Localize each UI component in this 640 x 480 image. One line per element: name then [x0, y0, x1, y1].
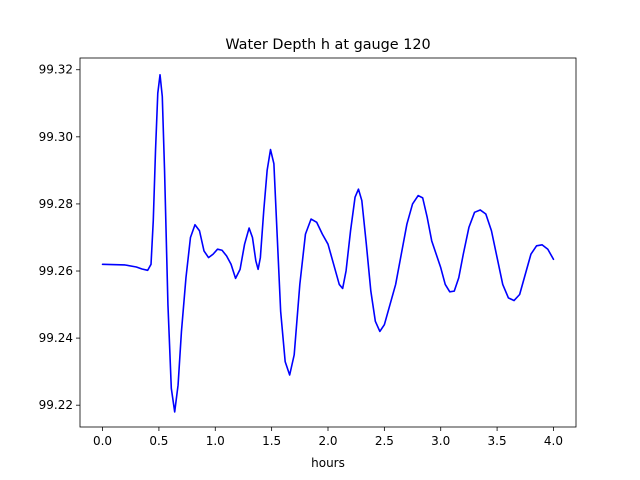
y-tick-label: 99.30	[39, 130, 73, 144]
x-tick-label: 2.0	[318, 434, 337, 448]
y-tick-label: 99.22	[39, 398, 73, 412]
series-layer	[101, 73, 555, 413]
y-tick-label: 99.26	[39, 264, 73, 278]
y-tick-label: 99.32	[39, 63, 73, 77]
series-line-0	[101, 73, 555, 413]
y-axis: 99.22 99.24 99.26 99.28 99.30 99.32	[39, 63, 80, 412]
x-tick-label: 3.0	[431, 434, 450, 448]
chart-title: Water Depth h at gauge 120	[225, 37, 430, 53]
x-tick-label: 1.5	[262, 434, 281, 448]
x-axis: 0.0 0.5 1.0 1.5 2.0 2.5 3.0 3.5 4.0	[93, 427, 563, 448]
x-tick-label: 2.5	[375, 434, 394, 448]
x-axis-label: hours	[311, 456, 345, 470]
x-tick-label: 4.0	[544, 434, 563, 448]
x-tick-label: 0.0	[93, 434, 112, 448]
x-tick-label: 3.5	[488, 434, 507, 448]
x-tick-label: 1.0	[206, 434, 225, 448]
y-tick-label: 99.28	[39, 197, 73, 211]
y-tick-label: 99.24	[39, 331, 73, 345]
x-tick-label: 0.5	[149, 434, 168, 448]
